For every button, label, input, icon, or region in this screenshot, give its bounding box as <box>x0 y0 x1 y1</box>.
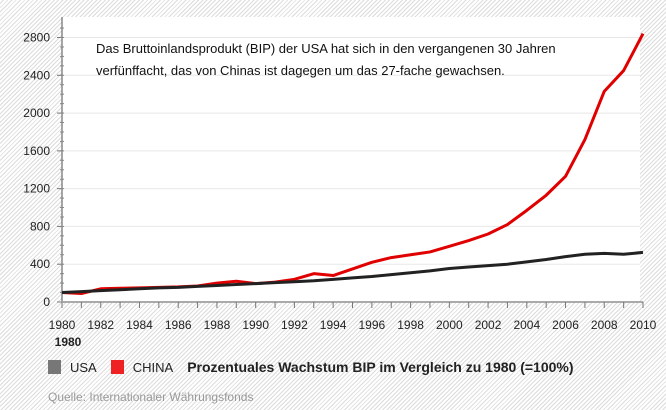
x-tick-label: 1986 <box>165 318 192 332</box>
legend-label-china: CHINA <box>132 359 174 375</box>
y-tick-label: 400 <box>30 257 50 271</box>
x-tick-label: 1990 <box>242 318 269 332</box>
x-tick-label: 1980 <box>49 318 76 332</box>
y-tick-label: 0 <box>43 295 50 309</box>
y-tick-label: 2400 <box>23 68 50 82</box>
x-tick-label: 1992 <box>281 318 308 332</box>
x-tick-label: 2010 <box>630 318 657 332</box>
y-tick-label: 800 <box>30 219 50 233</box>
x-tick-label: 2006 <box>552 318 579 332</box>
chart-title: Prozentuales Wachstum BIP im Vergleich z… <box>187 359 574 375</box>
x-tick-label: 2004 <box>513 318 540 332</box>
x-extra-label: 1980 <box>55 335 82 349</box>
y-tick-label: 1200 <box>23 182 50 196</box>
x-tick-label: 1984 <box>126 318 153 332</box>
series-line-usa <box>61 250 644 295</box>
y-tick-label: 2800 <box>23 31 50 45</box>
legend: USA CHINA Prozentuales Wachstum BIP im V… <box>48 359 574 375</box>
x-tick-label: 2008 <box>591 318 618 332</box>
plot-area <box>62 17 640 302</box>
x-tick-label: 1996 <box>359 318 386 332</box>
x-tick-label: 1998 <box>397 318 424 332</box>
x-tick-label: 1994 <box>320 318 347 332</box>
legend-swatch-china <box>110 360 124 374</box>
x-tick-label: 1988 <box>204 318 231 332</box>
source-note: Quelle: Internationaler Währungsfonds <box>48 390 254 404</box>
x-tick-label: 2000 <box>436 318 463 332</box>
y-tick-label: 1600 <box>23 144 50 158</box>
x-tick-label: 1982 <box>87 318 114 332</box>
x-tick-label: 2002 <box>475 318 502 332</box>
legend-label-usa: USA <box>70 359 97 375</box>
y-tick-label: 2000 <box>23 106 50 120</box>
legend-swatch-usa <box>48 360 61 374</box>
chart-annotation: Das Bruttoinlandsprodukt (BIP) der USA h… <box>96 41 556 78</box>
